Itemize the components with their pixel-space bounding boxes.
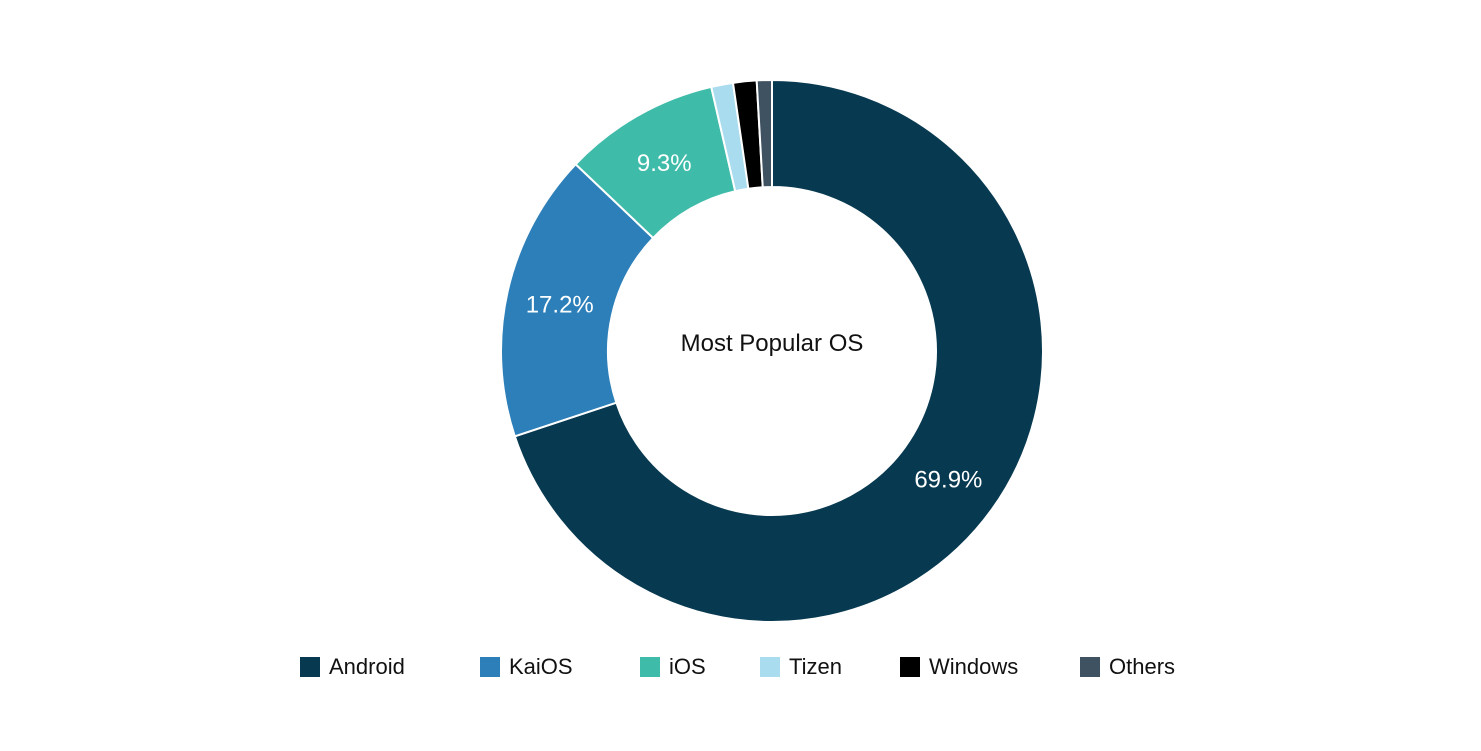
legend-item-windows[interactable]: Windows	[900, 652, 1018, 682]
slice-labels: 69.9% 17.2% 9.3%	[526, 150, 983, 493]
center-label: Most Popular OS	[681, 330, 864, 357]
legend-swatch	[760, 657, 780, 677]
legend-item-others[interactable]: Others	[1080, 652, 1175, 682]
slice-kaios[interactable]	[500, 162, 655, 438]
legend-item-tizen[interactable]: Tizen	[760, 652, 842, 682]
legend-label: Tizen	[789, 654, 842, 679]
legend-item-ios[interactable]: iOS	[640, 652, 706, 682]
legend-label: Android	[329, 654, 405, 679]
legend-swatch	[480, 657, 500, 677]
legend-swatch	[900, 657, 920, 677]
donut-slices	[500, 78, 1044, 623]
legend-swatch	[300, 657, 320, 677]
slice-others[interactable]	[755, 78, 773, 189]
legend-swatch	[640, 657, 660, 677]
slice-label-kaios: 17.2%	[526, 292, 594, 319]
slice-android[interactable]	[513, 78, 1044, 623]
legend-label: Others	[1109, 654, 1176, 679]
legend-label: Windows	[929, 654, 1019, 679]
legend-swatch	[1080, 657, 1100, 677]
legend: Android KaiOS iOS Tizen Windows Others	[300, 652, 1260, 682]
slice-label-ios: 9.3%	[637, 150, 692, 177]
slice-label-android: 69.9%	[914, 466, 982, 493]
legend-item-android[interactable]: Android	[300, 652, 405, 682]
legend-label: KaiOS	[509, 654, 573, 679]
legend-label: iOS	[669, 654, 706, 679]
legend-item-kaios[interactable]: KaiOS	[480, 652, 573, 682]
